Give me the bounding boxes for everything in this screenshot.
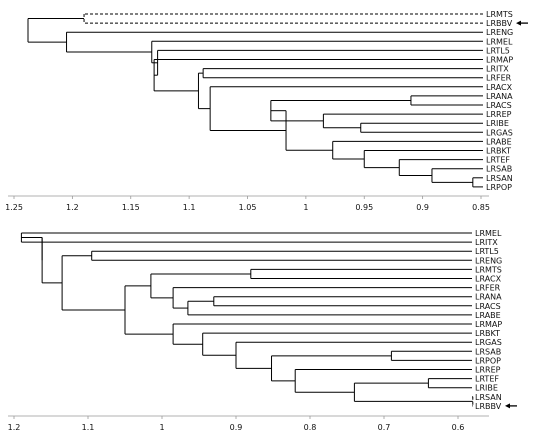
x-tick-label: 1.1: [183, 203, 196, 212]
x-tick-label: 1.1: [82, 423, 95, 432]
leaf-label-lrgas: LRGAS: [486, 128, 513, 137]
leaf-label-lrabe: LRABE: [475, 311, 501, 320]
leaf-label-lrbbv: LRBBV: [486, 19, 513, 28]
leaf-label-lracx: LRACX: [486, 83, 513, 92]
x-tick-label: 1.2: [66, 203, 79, 212]
arrow-icon: [516, 20, 521, 26]
dendrogram-panel-2: LRMELLRITXLRTL5LRENGLRMTSLRACXLRFERLRANA…: [8, 229, 517, 432]
leaf-label-lribe: LRIBE: [475, 384, 498, 393]
leaf-label-lrsan: LRSAN: [475, 393, 502, 402]
leaf-label-lrmap: LRMAP: [475, 320, 502, 329]
leaf-label-lracs: LRACS: [475, 302, 501, 311]
x-tick-label: 1.25: [5, 203, 23, 212]
x-tick-label: 0.6: [452, 423, 465, 432]
leaf-label-lrpop: LRPOP: [486, 183, 512, 192]
x-axis: 1.25 1.2 1.15 1.1 1.05 1 0.95 0.9 0.85: [5, 195, 490, 212]
x-tick-label: 1.2: [8, 423, 21, 432]
dendrogram-panel-1: LRMTSLRBBVLRENGLRMELLRTL5LRMAPLRITXLRFER…: [5, 10, 528, 212]
leaf-labels: LRMTSLRBBVLRENGLRMELLRTL5LRMAPLRITXLRFER…: [486, 10, 513, 192]
leaf-label-lreng: LRENG: [475, 256, 502, 265]
dendrogram-links: [20, 232, 474, 407]
leaf-label-lrsan: LRSAN: [486, 174, 513, 183]
leaf-label-lrsab: LRSAB: [486, 165, 512, 174]
leaf-label-lribe: LRIBE: [486, 119, 509, 128]
leaf-labels: LRMELLRITXLRTL5LRENGLRMTSLRACXLRFERLRANA…: [475, 229, 502, 411]
leaf-label-lrmel: LRMEL: [475, 229, 502, 238]
x-tick-label: 1.05: [239, 203, 257, 212]
leaf-label-lrsab: LRSAB: [475, 347, 501, 356]
x-tick-label: 0.7: [378, 423, 391, 432]
x-tick-label: 0.9: [230, 423, 243, 432]
leaf-label-lrmap: LRMAP: [486, 56, 513, 65]
leaf-label-lritx: LRITX: [486, 65, 509, 74]
leaf-label-lrrep: LRREP: [475, 366, 501, 375]
leaf-label-lrbkt: LRBKT: [486, 147, 511, 156]
leaf-label-lrpop: LRPOP: [475, 356, 501, 365]
leaf-label-lrana: LRANA: [475, 293, 502, 302]
x-tick-label: 0.85: [472, 203, 490, 212]
leaf-label-lrbkt: LRBKT: [475, 329, 500, 338]
leaf-label-lrbbv: LRBBV: [475, 402, 502, 411]
leaf-label-lreng: LRENG: [486, 28, 513, 37]
x-tick-label: 0.8: [304, 423, 317, 432]
leaf-label-lrtef: LRTEF: [486, 156, 510, 165]
leaf-label-lrmel: LRMEL: [486, 37, 513, 46]
leaf-label-lrtl5: LRTL5: [475, 247, 499, 256]
leaf-label-lrtl5: LRTL5: [486, 46, 510, 55]
arrow-icon: [505, 403, 510, 409]
leaf-label-lrtef: LRTEF: [475, 375, 499, 384]
leaf-label-lracx: LRACX: [475, 275, 502, 284]
x-tick-label: 1.15: [122, 203, 140, 212]
dendrogram-links: [27, 13, 483, 188]
x-tick-label: 0.9: [416, 203, 429, 212]
leaf-label-lrmts: LRMTS: [475, 265, 502, 274]
x-tick-label: 1: [303, 203, 308, 212]
leaf-label-lrfer: LRFER: [475, 284, 501, 293]
leaf-label-lrana: LRANA: [486, 92, 513, 101]
x-tick-label: 1: [159, 423, 164, 432]
leaf-label-lracs: LRACS: [486, 101, 512, 110]
leaf-label-lrmts: LRMTS: [486, 10, 513, 19]
leaf-label-lrrep: LRREP: [486, 110, 512, 119]
leaf-label-lritx: LRITX: [475, 238, 498, 247]
x-tick-label: 0.95: [355, 203, 373, 212]
x-axis: 1.2 1.1 1 0.9 0.8 0.7 0.6: [8, 415, 489, 432]
leaf-label-lrgas: LRGAS: [475, 338, 502, 347]
leaf-label-lrabe: LRABE: [486, 137, 512, 146]
leaf-label-lrfer: LRFER: [486, 74, 512, 83]
